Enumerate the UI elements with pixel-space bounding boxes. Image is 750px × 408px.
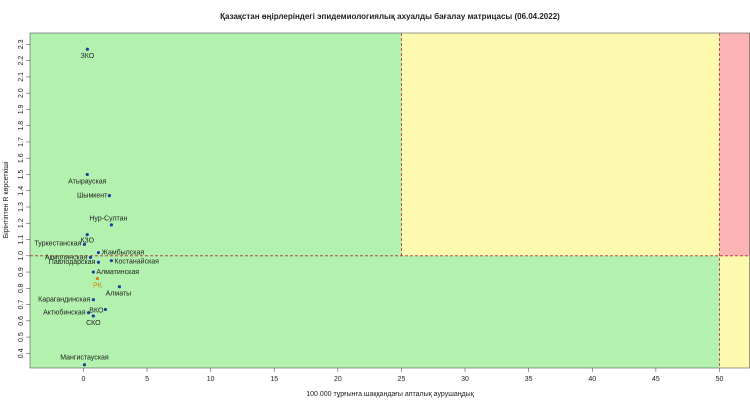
point [86, 311, 91, 315]
x-tick-label: 20 [334, 376, 342, 383]
point [88, 255, 93, 260]
y-tick-label: 0.5 [18, 332, 25, 342]
x-tick-label: 5 [145, 376, 149, 383]
point-label: Алматинская [96, 269, 139, 276]
x-tick-label: 25 [398, 376, 406, 383]
point-label: Мангистауская [60, 355, 109, 362]
x-tick-label: 10 [207, 376, 215, 383]
point [85, 233, 89, 237]
y-tick-label: 0.8 [18, 283, 25, 293]
point-label: СКО [86, 320, 101, 327]
point-label: КЗО [80, 237, 94, 244]
point-label: Акмолинская [45, 254, 88, 261]
point [95, 276, 100, 281]
point-label: Алматы [106, 291, 132, 298]
point-label: Актюбинская [43, 309, 86, 317]
x-tick-label: 40 [588, 376, 596, 383]
zone-yellow [719, 255, 750, 368]
y-tick-label: 1.2 [18, 218, 25, 228]
x-axis-label: 100 000 тұрғынға шаққандағы апталық ауру… [306, 391, 474, 398]
point [82, 242, 87, 247]
y-tick-label: 0.4 [18, 348, 25, 358]
point [103, 307, 108, 312]
point-label: Атырауская [68, 178, 106, 185]
y-tick-label: 2.0 [18, 88, 25, 98]
x-tick-label: 50 [716, 376, 724, 383]
y-tick-label: 2.1 [18, 72, 25, 82]
point-label: Жамбылская [101, 248, 144, 256]
point [107, 194, 111, 198]
point [85, 47, 89, 51]
y-tick-label: 0.9 [18, 267, 25, 277]
point-label: Туркестанская [34, 240, 81, 247]
y-tick-label: 1.4 [18, 186, 25, 196]
y-tick-label: 0.7 [18, 300, 25, 310]
x-tick-label: 15 [270, 376, 278, 383]
y-tick-label: 1.3 [18, 202, 25, 212]
point [96, 250, 101, 255]
point-label: РК [93, 282, 103, 289]
point-label: Нур-Султан [89, 216, 127, 223]
point-label: Костанайская [114, 258, 159, 266]
point-label: ЗКО [81, 53, 95, 60]
point-label: Карагандинская [38, 297, 90, 304]
y-tick-label: 1.9 [18, 104, 25, 114]
point [91, 314, 95, 318]
point [117, 285, 122, 289]
zone-yellow [401, 33, 720, 256]
y-tick-label: 0.6 [18, 316, 25, 326]
point [109, 259, 114, 263]
x-tick-label: 35 [525, 376, 533, 383]
point [96, 260, 101, 264]
x-tick-label: 45 [652, 376, 660, 383]
y-tick-label: 2.3 [18, 39, 25, 49]
y-tick-label: 2.2 [18, 56, 25, 66]
y-tick-label: 1.8 [18, 121, 25, 131]
zone-red [719, 33, 750, 256]
point-label: Шымкент [77, 192, 108, 199]
y-tick-label: 1.5 [18, 170, 25, 180]
x-tick-label: 0 [81, 376, 85, 383]
zone-green [30, 33, 402, 368]
point [109, 223, 114, 227]
x-tick-label: 30 [461, 376, 469, 383]
point [91, 298, 95, 302]
zone-green [401, 255, 720, 368]
point [91, 270, 95, 274]
point-label: ВКО [89, 307, 104, 314]
y-axis-label: Бірінтіптен R көрсеткіші [2, 161, 10, 238]
point [85, 172, 89, 177]
y-tick-label: 1.1 [18, 235, 25, 245]
chart-title: Қазақстан өңірлеріндегі эпидемиологиялық… [220, 12, 560, 21]
y-tick-label: 1.7 [18, 137, 25, 147]
point [82, 363, 87, 367]
point-label: Павлодарская [49, 259, 96, 266]
y-tick-label: 1.6 [18, 153, 25, 163]
y-tick-label: 1.0 [18, 251, 25, 261]
